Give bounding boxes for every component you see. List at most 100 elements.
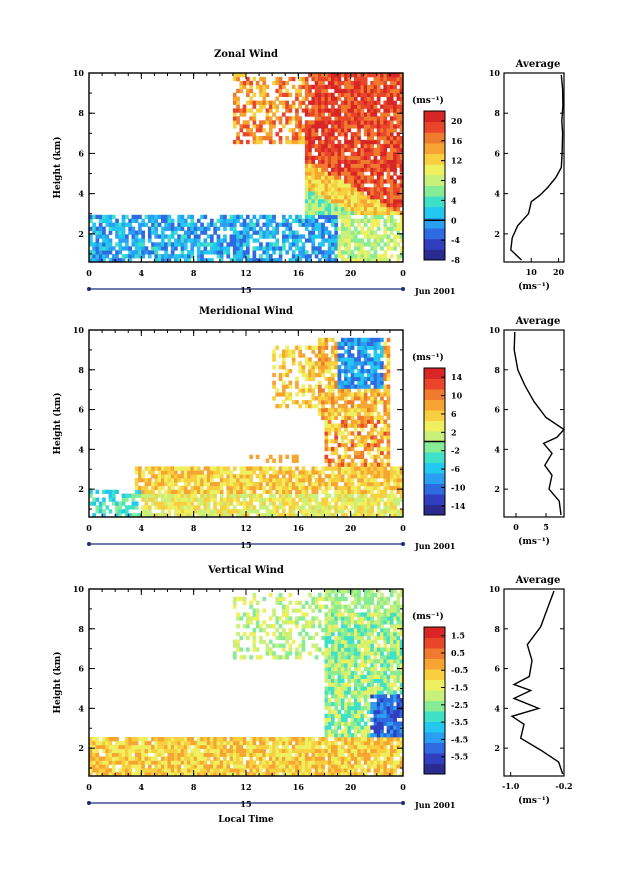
heatmap-cell — [327, 80, 332, 86]
heatmap-cell — [308, 112, 312, 117]
heatmap-cell — [190, 470, 195, 475]
heatmap-cell — [262, 497, 267, 502]
heatmap-cell — [386, 124, 391, 129]
heatmap-cell — [327, 721, 332, 726]
heatmap-cell — [350, 206, 355, 212]
heatmap-cell — [304, 84, 309, 90]
heatmap-cell — [324, 635, 329, 641]
heatmap-cell — [183, 246, 188, 251]
heatmap-cell — [324, 725, 329, 730]
heatmap-cell — [321, 337, 325, 343]
heatmap-cell — [311, 624, 316, 629]
heatmap-cell — [282, 466, 286, 471]
heatmap-cell — [347, 202, 352, 208]
heatmap-cell — [357, 206, 361, 212]
heatmap-cell — [324, 713, 329, 718]
heatmap-cell — [327, 612, 332, 617]
heatmap-cell — [304, 509, 309, 514]
heatmap-cell — [367, 155, 371, 160]
heatmap-cell — [246, 76, 250, 82]
heatmap-cell — [314, 404, 319, 409]
heatmap-cell — [380, 415, 384, 420]
heatmap-cell — [295, 254, 299, 259]
heatmap-cell — [174, 497, 178, 502]
heatmap-cell — [232, 76, 237, 82]
heatmap-cell — [190, 764, 195, 769]
heatmap-cell — [164, 474, 168, 479]
heatmap-cell — [255, 124, 260, 129]
heatmap-cell — [216, 226, 221, 231]
heatmap-cell — [399, 100, 404, 105]
heatmap-cell — [373, 407, 378, 413]
heatmap-cell — [236, 132, 240, 137]
heatmap-cell — [344, 136, 348, 141]
heatmap-cell — [275, 474, 280, 479]
heatmap-cell — [380, 120, 384, 125]
heatmap-cell — [249, 96, 253, 101]
heatmap-cell — [151, 222, 155, 227]
heatmap-cell — [324, 772, 329, 777]
heatmap-cell — [161, 474, 165, 479]
heatmap-cell — [105, 242, 110, 247]
heatmap-cell — [246, 80, 250, 86]
heatmap-cell — [350, 365, 355, 370]
heatmap-cell — [331, 470, 335, 475]
heatmap-cell — [360, 341, 365, 346]
heatmap-cell — [331, 159, 335, 164]
heatmap-cell — [210, 474, 214, 479]
heatmap-cell — [232, 120, 237, 125]
heatmap-cell — [298, 493, 302, 498]
heatmap-cell — [275, 489, 280, 494]
heatmap-cell — [164, 737, 168, 742]
heatmap-cell — [95, 509, 100, 514]
heatmap-cell — [331, 647, 335, 652]
heatmap-cell — [282, 764, 286, 769]
heatmap-cell — [318, 124, 322, 129]
heatmap-cell — [337, 365, 342, 370]
heatmap-cell — [340, 88, 345, 94]
heatmap-cell — [196, 238, 201, 243]
heatmap-cell — [138, 254, 142, 259]
heatmap-cell — [285, 104, 289, 109]
heatmap-cell — [105, 744, 110, 750]
heatmap-cell — [128, 246, 132, 251]
heatmap-cell — [275, 242, 280, 247]
heatmap-cell — [278, 100, 283, 105]
heatmap-cell — [380, 88, 384, 94]
heatmap-cell — [321, 179, 325, 184]
heatmap-cell — [389, 76, 394, 82]
heatmap-cell — [350, 489, 355, 494]
heatmap-cell — [347, 481, 352, 487]
heatmap-cell — [396, 73, 401, 78]
heatmap-cell — [285, 752, 289, 757]
heatmap-cell — [216, 772, 221, 777]
heatmap-cell — [174, 230, 178, 235]
heatmap-cell — [102, 238, 106, 243]
heatmap-cell — [308, 620, 312, 625]
heatmap-cell — [360, 179, 365, 184]
heatmap-cell — [288, 214, 293, 220]
heatmap-cell — [370, 242, 374, 247]
heatmap-cell — [318, 108, 322, 113]
heatmap-cell — [344, 400, 348, 405]
heatmap-cell — [229, 513, 234, 518]
heatmap-cell — [272, 651, 276, 656]
heatmap-cell — [311, 388, 316, 393]
heatmap-cell — [167, 497, 172, 502]
heatmap-cell — [196, 258, 201, 263]
heatmap-cell — [337, 489, 342, 494]
heatmap-cell — [340, 124, 345, 129]
heatmap-cell — [105, 489, 110, 494]
heatmap-cell — [288, 740, 293, 746]
heatmap-cell — [232, 764, 237, 769]
heatmap-cell — [147, 230, 152, 235]
heatmap-cell — [311, 744, 316, 750]
heatmap-cell — [174, 246, 178, 251]
heatmap-cell — [353, 96, 358, 101]
heatmap-cell — [252, 112, 257, 117]
heatmap-cell — [314, 155, 319, 160]
heatmap-cell — [157, 744, 162, 750]
heatmap-cell — [393, 246, 397, 251]
heatmap-cell — [268, 454, 273, 459]
heatmap-cell — [350, 485, 355, 491]
